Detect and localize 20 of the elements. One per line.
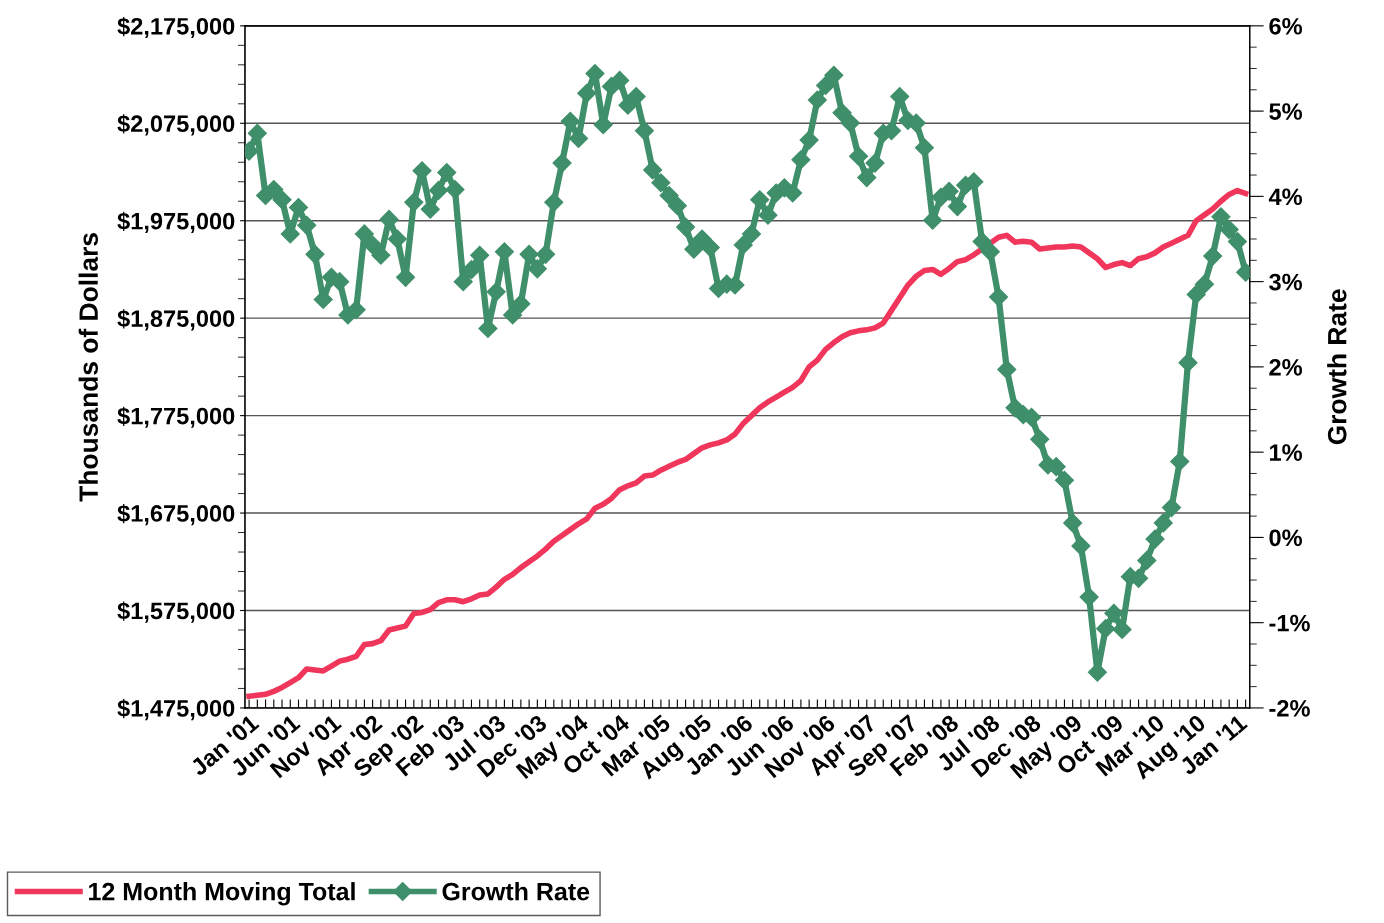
y2-axis-title: Growth Rate xyxy=(1327,289,1347,445)
y-tick-label: $1,975,000 xyxy=(117,211,235,233)
y-tick-label: $1,875,000 xyxy=(117,309,235,331)
y2-tick-label: -1% xyxy=(1269,614,1310,632)
y2-tick-label: 2% xyxy=(1269,358,1303,376)
y-tick-label: $1,775,000 xyxy=(117,406,235,428)
y2-tick-label: 0% xyxy=(1269,529,1303,547)
legend-label: 12 Month Moving Total xyxy=(89,882,355,906)
y2-tick-label: 5% xyxy=(1269,103,1303,120)
y-tick-label: $1,675,000 xyxy=(117,504,235,526)
legend-label: Growth Rate xyxy=(442,882,590,901)
y2-tick-label: 3% xyxy=(1269,273,1303,291)
y-tick-label: $1,575,000 xyxy=(117,601,235,623)
y-tick-label: $2,175,000 xyxy=(117,16,235,39)
y2-tick-label: 6% xyxy=(1269,17,1303,35)
y-tick-label: $2,075,000 xyxy=(117,114,235,136)
y2-tick-label: 1% xyxy=(1269,444,1303,461)
y2-tick-label: 4% xyxy=(1268,188,1303,206)
y-axis-title: Thousands of Dollars xyxy=(78,233,98,502)
y2-tick-label: -2% xyxy=(1269,700,1310,717)
